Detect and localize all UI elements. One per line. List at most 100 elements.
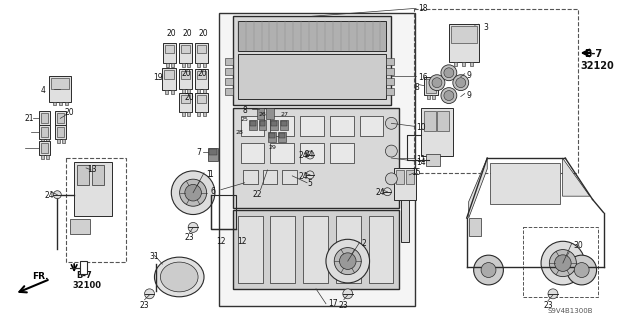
Bar bbox=[74, 162, 112, 217]
Bar bbox=[187, 89, 190, 93]
Bar bbox=[182, 89, 184, 93]
Bar bbox=[437, 111, 449, 131]
Bar bbox=[195, 69, 208, 89]
Text: 4: 4 bbox=[40, 85, 45, 95]
Text: 28: 28 bbox=[236, 130, 244, 135]
Bar bbox=[427, 94, 429, 99]
Text: 7: 7 bbox=[196, 148, 201, 157]
Text: 8: 8 bbox=[414, 83, 419, 92]
Bar bbox=[70, 219, 90, 234]
Bar bbox=[165, 45, 174, 53]
Circle shape bbox=[172, 171, 215, 214]
Bar bbox=[171, 63, 174, 67]
Bar bbox=[524, 227, 598, 297]
Bar bbox=[271, 216, 295, 283]
Bar bbox=[57, 139, 60, 143]
Bar bbox=[237, 216, 262, 283]
Text: 18: 18 bbox=[418, 4, 428, 13]
Circle shape bbox=[474, 255, 504, 285]
Bar bbox=[225, 88, 233, 94]
Bar bbox=[164, 70, 174, 79]
Text: 10: 10 bbox=[416, 123, 426, 132]
Bar bbox=[166, 63, 169, 67]
Text: 11: 11 bbox=[416, 155, 426, 164]
Bar bbox=[179, 93, 192, 112]
Circle shape bbox=[441, 88, 457, 103]
Text: 9: 9 bbox=[467, 91, 472, 100]
Bar bbox=[40, 111, 51, 125]
Bar bbox=[330, 116, 354, 136]
Bar bbox=[165, 90, 168, 93]
Bar bbox=[300, 116, 324, 136]
Circle shape bbox=[429, 75, 445, 91]
Ellipse shape bbox=[161, 262, 198, 292]
Bar bbox=[237, 21, 387, 51]
Text: 20: 20 bbox=[197, 69, 207, 78]
Text: 20: 20 bbox=[198, 29, 208, 38]
Bar bbox=[45, 155, 49, 159]
Text: 15: 15 bbox=[411, 168, 421, 177]
Bar bbox=[387, 68, 394, 75]
Bar bbox=[57, 125, 60, 129]
Bar bbox=[282, 121, 287, 126]
Bar bbox=[209, 149, 217, 155]
Text: 32100: 32100 bbox=[72, 281, 101, 290]
Circle shape bbox=[385, 173, 397, 185]
Bar bbox=[182, 63, 184, 67]
Bar bbox=[211, 195, 236, 229]
Bar bbox=[55, 111, 66, 125]
Bar bbox=[181, 94, 190, 102]
Text: 12: 12 bbox=[237, 237, 246, 246]
Bar bbox=[171, 90, 173, 93]
Text: 27: 27 bbox=[280, 112, 289, 117]
Bar bbox=[257, 108, 264, 119]
Text: FR.: FR. bbox=[33, 272, 49, 281]
Text: 20: 20 bbox=[181, 69, 191, 78]
Bar bbox=[250, 121, 255, 126]
Text: 20: 20 bbox=[182, 29, 192, 38]
Circle shape bbox=[383, 188, 392, 196]
Text: 20: 20 bbox=[166, 29, 176, 38]
Bar bbox=[51, 78, 69, 89]
Bar bbox=[65, 101, 68, 106]
Circle shape bbox=[385, 145, 397, 157]
Text: 20: 20 bbox=[184, 93, 194, 101]
Bar bbox=[179, 43, 192, 63]
Bar bbox=[414, 9, 578, 173]
Text: 14: 14 bbox=[416, 158, 426, 167]
Text: 26: 26 bbox=[259, 112, 266, 117]
Text: 21: 21 bbox=[24, 115, 34, 123]
Bar bbox=[182, 112, 184, 116]
Bar bbox=[426, 154, 440, 166]
Circle shape bbox=[444, 68, 454, 78]
Circle shape bbox=[334, 248, 361, 275]
Bar bbox=[66, 158, 125, 262]
Bar bbox=[396, 170, 404, 184]
Bar bbox=[462, 62, 465, 66]
Circle shape bbox=[453, 75, 468, 91]
Bar bbox=[92, 165, 104, 185]
Circle shape bbox=[541, 241, 585, 285]
Bar bbox=[269, 133, 275, 138]
Bar bbox=[61, 125, 65, 129]
Text: 2: 2 bbox=[362, 239, 366, 248]
Text: 24: 24 bbox=[376, 188, 385, 197]
Bar bbox=[424, 111, 436, 131]
Text: 31: 31 bbox=[150, 252, 159, 261]
Polygon shape bbox=[70, 261, 87, 274]
Circle shape bbox=[444, 91, 454, 100]
Bar bbox=[77, 165, 89, 185]
Bar bbox=[55, 125, 66, 139]
Bar bbox=[42, 127, 49, 137]
Bar bbox=[360, 116, 383, 136]
Circle shape bbox=[385, 117, 397, 129]
Text: 19: 19 bbox=[154, 73, 163, 82]
Bar bbox=[197, 63, 200, 67]
Bar bbox=[449, 24, 479, 62]
Text: 25: 25 bbox=[241, 117, 248, 122]
Text: 24: 24 bbox=[304, 150, 314, 159]
Text: 6: 6 bbox=[211, 187, 216, 196]
Bar bbox=[259, 120, 266, 130]
Bar bbox=[278, 132, 286, 142]
Text: 23: 23 bbox=[140, 301, 149, 310]
